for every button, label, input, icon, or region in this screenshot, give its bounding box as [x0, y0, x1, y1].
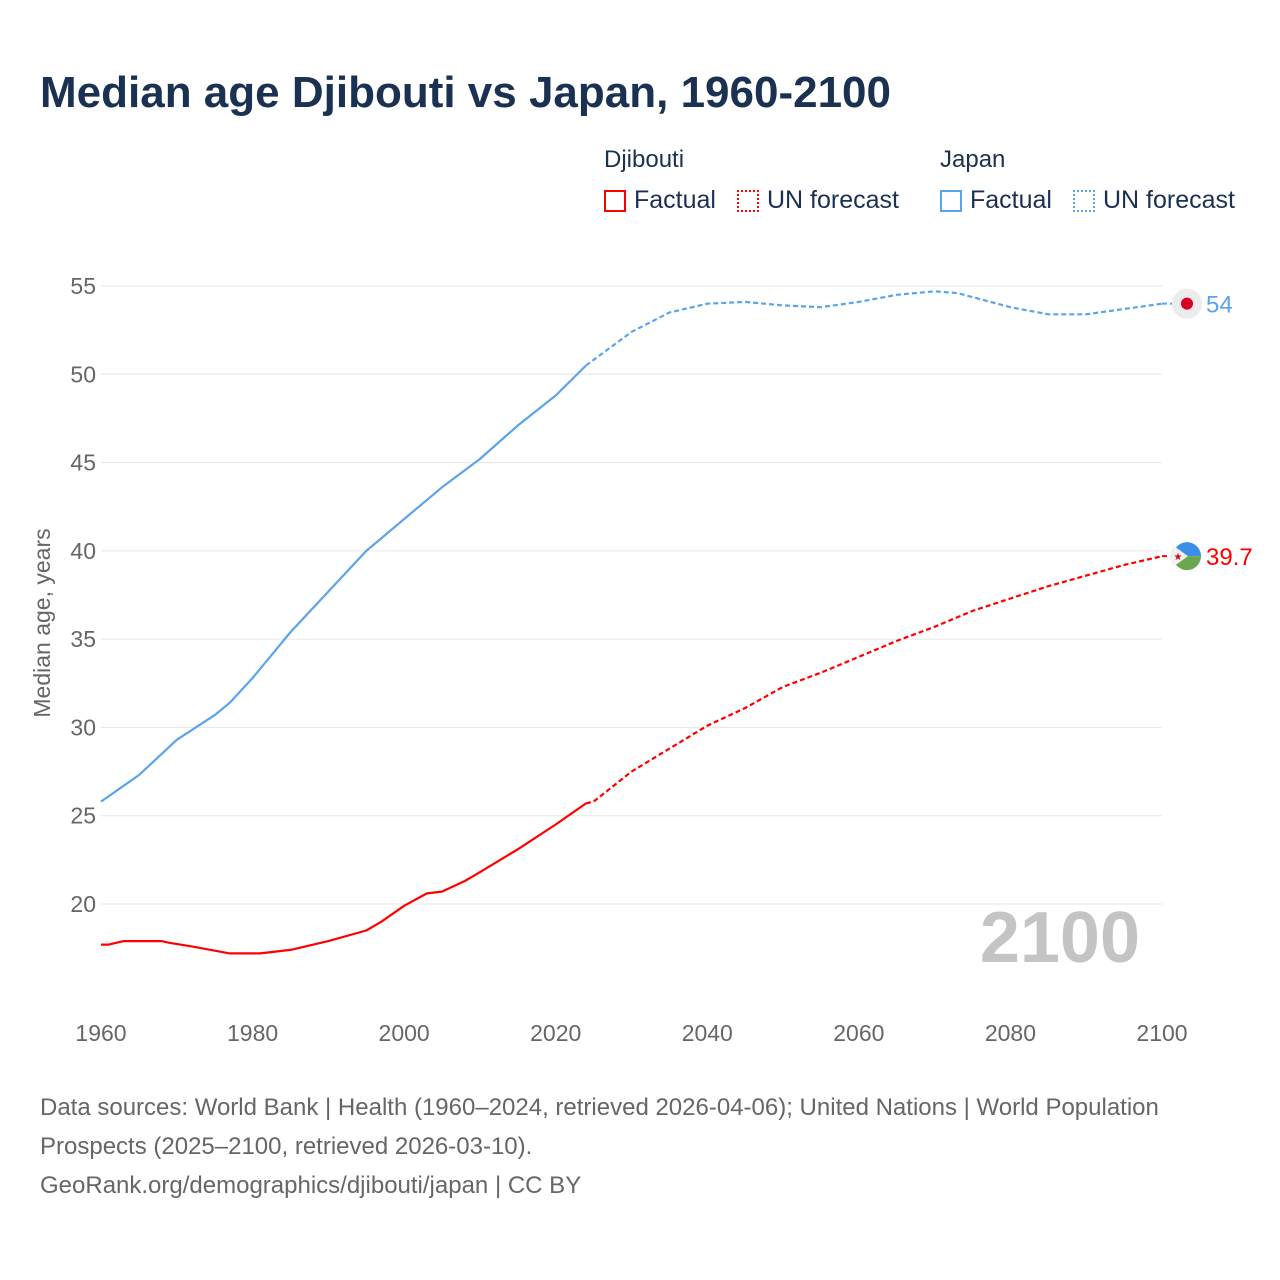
attribution-link[interactable]: GeoRank.org/demographics/djibouti/japan … [40, 1172, 582, 1199]
legend-swatch-solid [604, 189, 626, 212]
legend-label: Factual [634, 186, 716, 214]
x-tick-label: 2020 [530, 1020, 581, 1046]
legend-swatch-dotted [1073, 189, 1095, 212]
x-tick-label: 1980 [227, 1020, 278, 1046]
legend-label: Factual [970, 186, 1052, 214]
y-tick-label: 35 [70, 626, 96, 652]
legend-group-djibouti: Djibouti [604, 146, 685, 173]
data-sources: Data sources: World Bank | Health (1960–… [40, 1094, 1159, 1160]
line-djibouti-forecast [585, 555, 1163, 805]
legend-label: UN forecast [1103, 186, 1235, 214]
footer: Data sources: World Bank | Health (1960–… [40, 1088, 1240, 1205]
legend-djibouti-forecast[interactable]: UN forecast [737, 186, 899, 215]
chart-title: Median age Djibouti vs Japan, 1960-2100 [40, 68, 891, 117]
legend-japan-factual[interactable]: Factual [940, 186, 1052, 215]
x-tick-label: 2040 [682, 1020, 733, 1046]
x-tick-label: 1960 [75, 1020, 126, 1046]
djibouti-flag-icon: ★ [1169, 542, 1201, 571]
legend-label: UN forecast [767, 186, 899, 214]
legend-swatch-solid [940, 189, 962, 212]
year-watermark: 2100 [980, 898, 1140, 978]
end-label-djibouti: 39.7 [1206, 544, 1253, 571]
end-label-japan: 54 [1206, 292, 1233, 319]
y-tick-label: 20 [70, 891, 96, 917]
legend-swatch-dotted [737, 189, 759, 212]
y-tick-label: 25 [70, 803, 96, 829]
x-tick-label: 2060 [833, 1020, 884, 1046]
y-tick-label: 55 [70, 273, 96, 299]
line-japan-factual [100, 364, 587, 803]
x-tick-label: 2080 [985, 1020, 1036, 1046]
line-japan-forecast [585, 290, 1163, 367]
legend-japan-forecast[interactable]: UN forecast [1073, 186, 1235, 215]
japan-flag-icon [1172, 288, 1202, 319]
x-tick-label: 2000 [379, 1020, 430, 1046]
x-tick-label: 2100 [1136, 1020, 1187, 1046]
y-tick-label: 50 [70, 361, 96, 387]
y-tick-label: 40 [70, 538, 96, 564]
y-axis-label: Median age, years [29, 528, 55, 717]
line-djibouti-factual [101, 802, 587, 955]
legend-group-japan: Japan [940, 146, 1006, 173]
star-icon: ★ [1174, 552, 1183, 563]
y-tick-label: 30 [70, 714, 96, 740]
y-tick-label: 45 [70, 450, 96, 476]
legend-djibouti-factual[interactable]: Factual [604, 186, 716, 215]
